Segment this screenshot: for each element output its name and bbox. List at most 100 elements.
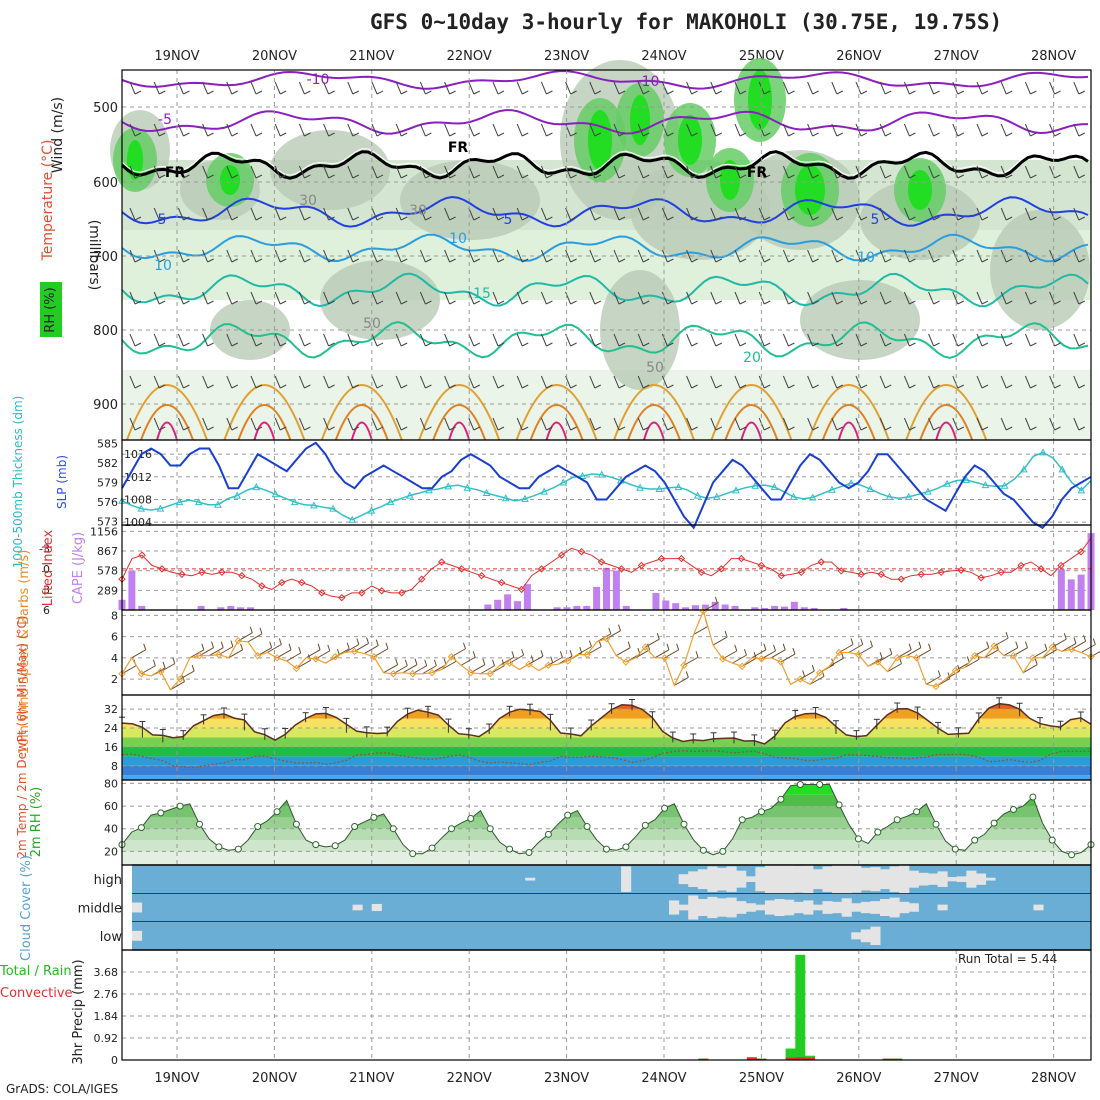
lifted-index-point	[138, 551, 146, 559]
wind-barb	[1054, 426, 1061, 431]
wind-barb	[952, 375, 959, 389]
wind-barb	[594, 426, 602, 431]
wind-barb	[414, 658, 418, 665]
wind-barb	[807, 123, 814, 137]
wind-barb	[981, 132, 989, 137]
wind-barb	[734, 249, 741, 263]
wind-barb	[667, 258, 674, 263]
cape-bar	[603, 567, 610, 610]
wind-barb	[323, 291, 330, 305]
wind-barb	[400, 90, 408, 95]
wind-tick-label: 4	[111, 652, 118, 665]
wind-barb	[231, 90, 239, 95]
cloud-cell	[975, 873, 987, 885]
wind-barb	[618, 132, 626, 137]
wind-barb	[449, 216, 456, 221]
wind-barb	[497, 216, 505, 221]
lifted-index-point	[158, 565, 166, 573]
cloud-cell	[956, 876, 967, 882]
wind-barb	[425, 384, 432, 389]
wind-barb	[739, 216, 747, 221]
wind-speed-point	[525, 660, 533, 668]
wind-barb	[521, 426, 529, 431]
wind-barb	[618, 300, 626, 305]
wind-barb	[473, 342, 481, 347]
wind-barb	[207, 258, 214, 263]
wind-barb	[903, 81, 910, 95]
wind-barb	[129, 417, 136, 431]
wind-barb	[134, 216, 142, 221]
lifted-index-point	[398, 589, 406, 597]
temperature-contour	[919, 404, 974, 441]
wind-barb	[444, 291, 451, 305]
wind-barb	[530, 655, 534, 662]
wind-barb	[976, 81, 983, 95]
rh-point	[525, 849, 533, 856]
cape-bar	[494, 599, 502, 610]
temperature-contour	[740, 421, 763, 441]
wind-barb	[1022, 664, 1038, 674]
cloud-cell	[371, 903, 382, 912]
wind-barb	[903, 207, 910, 221]
wind-barb	[202, 123, 209, 137]
precip-tick-label: 0.92	[94, 1032, 119, 1045]
wind-barb	[371, 165, 378, 179]
wind-barb	[812, 342, 819, 347]
lifted-index-tick-label: 3	[43, 583, 50, 596]
wind-barb	[695, 651, 699, 658]
contour-label: 10	[857, 250, 875, 266]
wind-barb	[860, 174, 868, 179]
cloud-cell	[803, 900, 814, 915]
lifted-index-point	[358, 589, 366, 597]
wind-barb	[966, 656, 970, 663]
lifted-index-point	[218, 568, 226, 577]
wind-speed-point	[292, 664, 301, 673]
date-label-bottom: 22NOV	[447, 1071, 492, 1086]
wind-barb	[1073, 375, 1080, 389]
wind-barb	[831, 375, 838, 389]
wind-barb	[594, 300, 602, 305]
temperature-axis-label: Temperature (°C)	[40, 140, 56, 262]
cape-bar	[247, 607, 255, 610]
wind-barb	[1000, 207, 1007, 221]
wind-axis-label: Wind (m/s)	[50, 97, 66, 173]
rh-point	[932, 820, 940, 828]
wind-barb	[860, 300, 868, 305]
rh-point	[1029, 793, 1037, 801]
wind-barb	[1092, 638, 1096, 645]
wind-tick-label: 6	[111, 631, 118, 644]
wind-barb	[570, 216, 577, 221]
wind-barb	[231, 258, 239, 263]
rh-point	[292, 820, 300, 828]
wind-barb	[153, 165, 160, 179]
wind-barb	[172, 657, 176, 664]
wind-barb	[202, 165, 209, 179]
wind-barb	[957, 174, 965, 179]
wind-barb	[158, 174, 166, 179]
wind-barb	[497, 300, 505, 305]
cloud-cell	[688, 871, 699, 887]
wind-speed-line	[121, 609, 1092, 691]
wind-barb	[642, 300, 650, 305]
lifted-index-tick-label: -3	[39, 542, 50, 555]
wind-barb	[304, 132, 311, 137]
lifted-index-point	[537, 565, 546, 573]
wind-barb	[441, 661, 457, 670]
wind-barb	[909, 426, 916, 431]
wind-barb	[884, 384, 892, 389]
rh-point	[1010, 806, 1017, 813]
rh-point	[854, 835, 862, 843]
wind-barb	[419, 165, 426, 179]
wind-barb	[661, 375, 668, 389]
wind-barb	[444, 333, 451, 347]
rh-shading	[220, 165, 240, 195]
cloud-row-label: low	[100, 930, 123, 945]
wind-barb	[226, 375, 233, 389]
precip-tick-label: 3.68	[94, 966, 119, 979]
wind-barb	[933, 90, 940, 95]
wind-barb	[879, 652, 883, 659]
wind-barb	[177, 165, 184, 179]
cape-bar	[583, 605, 591, 610]
wind-barb	[1030, 342, 1037, 347]
wind-barb	[540, 165, 547, 179]
